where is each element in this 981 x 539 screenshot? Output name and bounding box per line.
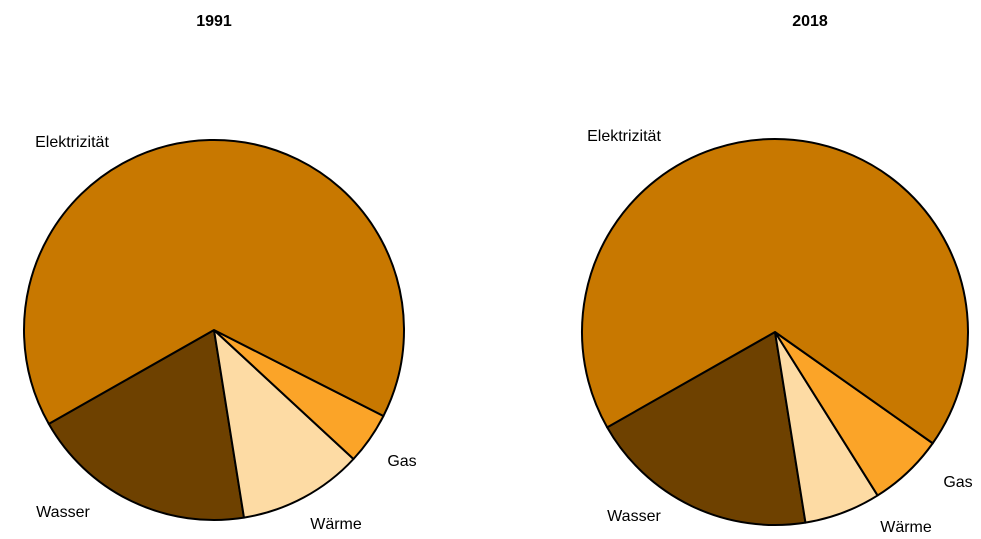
slice-label: Elektrizität [35, 134, 109, 151]
slice-label: Wärme [880, 519, 932, 536]
chart-title: 2018 [792, 13, 828, 30]
slice-label: Gas [943, 474, 972, 491]
pie-slice [47, 329, 245, 521]
pie-slice [23, 139, 405, 425]
pie-slice [213, 329, 355, 519]
slice-label: Wärme [310, 516, 362, 533]
slice-label: Wasser [36, 504, 90, 521]
pie-slice [581, 138, 969, 445]
slice-label: Wasser [607, 508, 661, 525]
slice-label: Elektrizität [587, 128, 661, 145]
slice-label: Gas [387, 453, 416, 470]
pie-slice [606, 331, 807, 526]
chart-title: 1991 [196, 13, 232, 30]
